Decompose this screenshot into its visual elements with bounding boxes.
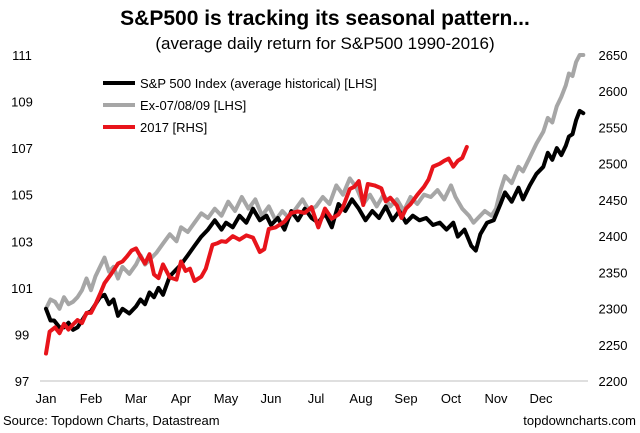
right-y-tick-label: 2550 <box>599 120 628 135</box>
left-y-tick-label: 105 <box>11 188 33 203</box>
right-y-tick-label: 2500 <box>599 157 628 172</box>
left-y-axis: 97 99 101 103 105 107 109 111 <box>11 48 33 389</box>
right-y-tick-label: 2300 <box>599 302 628 317</box>
x-tick-label: Feb <box>80 391 102 406</box>
x-tick-label: Apr <box>171 391 192 406</box>
left-y-tick-label: 101 <box>11 281 33 296</box>
right-y-tick-label: 2250 <box>599 338 628 353</box>
left-y-tick-label: 107 <box>11 141 33 156</box>
legend-label-ex070809: Ex-07/08/09 [LHS] <box>140 98 246 113</box>
x-axis: Jan Feb Mar Apr May Jun Jul Aug Sep Oct Nov Dec <box>36 391 554 406</box>
series-group <box>44 53 586 356</box>
right-y-tick-label: 2350 <box>599 265 628 280</box>
x-tick-label: Jun <box>261 391 282 406</box>
x-tick-label: Sep <box>394 391 417 406</box>
x-tick-label: Nov <box>484 391 508 406</box>
x-tick-label: Oct <box>441 391 462 406</box>
right-y-tick-label: 2400 <box>599 229 628 244</box>
x-tick-label: Dec <box>529 391 553 406</box>
chart-title: S&P500 is tracking its seasonal pattern.… <box>120 7 530 30</box>
x-tick-label: Jan <box>36 391 57 406</box>
legend-label-2017: 2017 [RHS] <box>140 120 207 135</box>
right-y-tick-label: 2600 <box>599 84 628 99</box>
left-y-tick-label: 99 <box>15 327 29 342</box>
right-y-tick-label: 2650 <box>599 48 628 63</box>
left-y-tick-label: 97 <box>15 374 29 389</box>
left-y-tick-label: 111 <box>12 48 32 63</box>
watermark: topdowncharts.com <box>523 413 636 428</box>
chart-subtitle: (average daily return for S&P500 1990-20… <box>155 34 494 53</box>
right-y-tick-label: 2200 <box>599 374 628 389</box>
x-tick-label: Aug <box>349 391 372 406</box>
x-tick-label: Mar <box>125 391 148 406</box>
x-tick-label: May <box>214 391 239 406</box>
series-line-2 <box>44 145 469 356</box>
right-y-axis: 2200 2250 2300 2350 2400 2450 2500 2550 2600 2650 <box>599 48 628 389</box>
x-tick-label: Jul <box>308 391 325 406</box>
series-line-1 <box>44 53 586 311</box>
legend: S&P 500 Index (average historical) [LHS]… <box>103 76 377 135</box>
left-y-tick-label: 109 <box>11 95 33 110</box>
source-note: Source: Topdown Charts, Datastream <box>3 413 220 428</box>
series-line-0 <box>44 108 586 332</box>
left-y-tick-label: 103 <box>11 234 33 249</box>
right-y-tick-label: 2450 <box>599 193 628 208</box>
legend-label-sp500: S&P 500 Index (average historical) [LHS] <box>140 76 377 91</box>
